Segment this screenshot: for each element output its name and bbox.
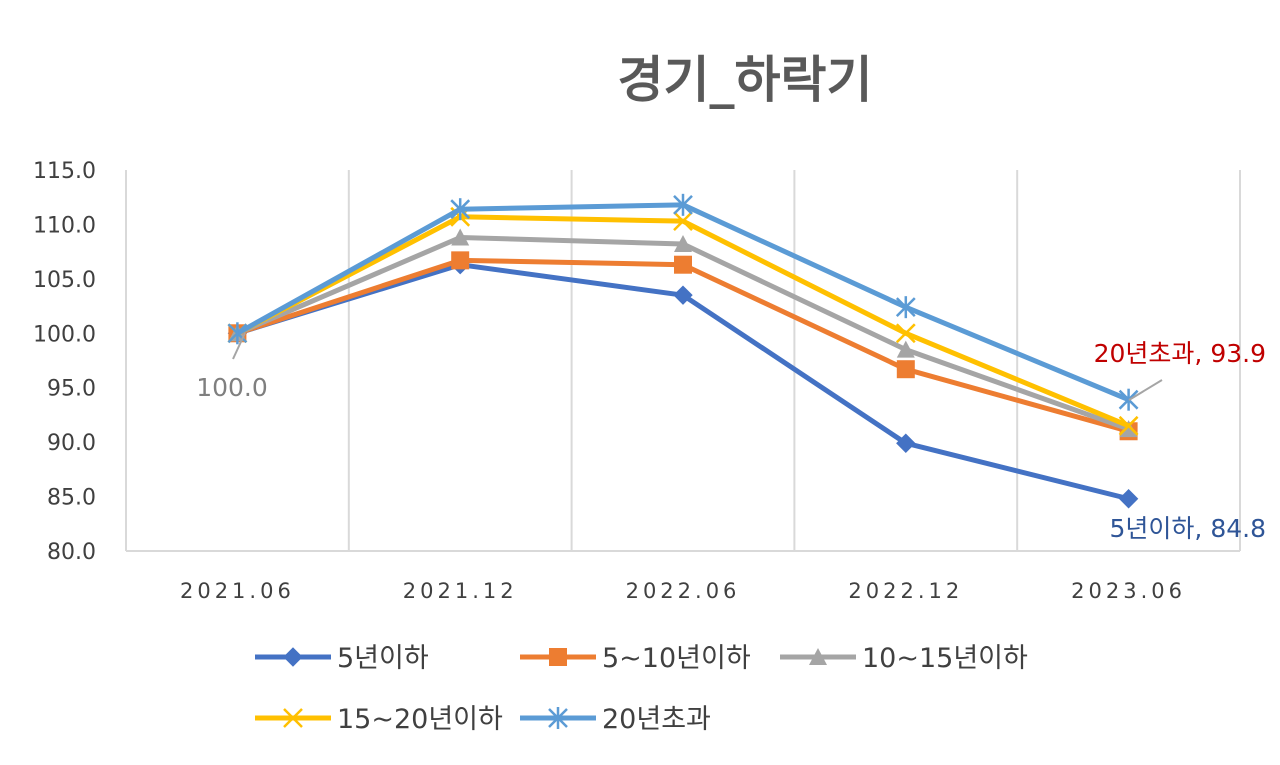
- data-point: [451, 251, 470, 270]
- data-point: [674, 255, 692, 274]
- data-point: [1118, 415, 1139, 436]
- legend-swatch-marker: [549, 648, 567, 666]
- data-point: [673, 193, 693, 216]
- legend-swatch-marker: [809, 648, 827, 665]
- data-point: [450, 198, 471, 221]
- legend-item: 15~20년이하: [255, 704, 503, 735]
- annotation-leader-100: [232, 332, 246, 360]
- legend-label: 10~15년이하: [862, 643, 1028, 674]
- data-point: [895, 323, 916, 344]
- y-axis-ticks: 80.0 85.0 90.0 95.0 100.0 105.0 110.0 115.0: [33, 159, 96, 565]
- y-tick-label: 95.0: [47, 377, 96, 402]
- data-point: [673, 211, 693, 232]
- y-tick-label: 100.0: [33, 322, 96, 347]
- marker-stroke: [283, 708, 303, 728]
- data-point: [1118, 489, 1139, 509]
- x-axis-ticks: 2021.06 2021.12 2022.06 2022.12 2023.06: [180, 579, 1186, 603]
- annotation-start-value: 100.0: [196, 373, 268, 402]
- x-tick-label: 2022.12: [848, 579, 963, 603]
- data-point: [896, 433, 916, 453]
- legend-item: 10~15년이하: [780, 643, 1028, 674]
- data-point: [895, 296, 916, 319]
- x-tick-label: 2021.06: [180, 579, 295, 603]
- legend-label: 15~20년이하: [337, 704, 503, 735]
- legend-item: 5~10년이하: [520, 643, 751, 674]
- legend-swatch-marker: [283, 647, 303, 667]
- legend-swatch-marker: [548, 707, 568, 729]
- data-point: [227, 322, 248, 345]
- data-point: [896, 340, 915, 358]
- annotations: 100.0 20년초과, 93.9 5년이하, 84.8: [196, 332, 1266, 543]
- legend: 5년이하 5~10년이하 10~15년이하 15~20년이하 20년초과: [255, 643, 1028, 735]
- series-5: [227, 193, 1139, 411]
- marker-stroke: [895, 323, 916, 344]
- data-point: [896, 360, 915, 379]
- annotation-5y-end: 5년이하, 84.8: [1110, 514, 1266, 543]
- legend-item: 5년이하: [255, 643, 429, 674]
- data-point: [451, 228, 470, 246]
- x-tick-label: 2023.06: [1071, 579, 1186, 603]
- legend-swatch-marker: [283, 708, 303, 728]
- legend-label: 5년이하: [337, 643, 429, 674]
- x-tick-label: 2021.12: [403, 579, 518, 603]
- y-tick-label: 105.0: [33, 268, 96, 293]
- marker-stroke: [673, 211, 693, 232]
- data-point: [673, 285, 693, 305]
- y-tick-label: 115.0: [33, 159, 96, 184]
- y-tick-label: 110.0: [33, 213, 96, 238]
- annotation-20y-end: 20년초과, 93.9: [1094, 339, 1266, 368]
- legend-label: 20년초과: [602, 704, 711, 735]
- marker-stroke: [1118, 415, 1139, 436]
- legend-label: 5~10년이하: [602, 643, 751, 674]
- y-tick-label: 90.0: [47, 431, 96, 456]
- y-tick-label: 85.0: [47, 486, 96, 511]
- legend-item: 20년초과: [520, 704, 711, 735]
- data-point: [1119, 420, 1138, 438]
- data-point: [674, 235, 692, 253]
- data-point: [1118, 388, 1139, 411]
- chart-title: 경기_하락기: [618, 51, 873, 109]
- series-group: [227, 193, 1139, 509]
- annotation-leader-20y: [1128, 379, 1163, 401]
- gridlines: [125, 170, 1241, 552]
- y-tick-label: 80.0: [47, 540, 96, 565]
- x-tick-label: 2022.06: [626, 579, 741, 603]
